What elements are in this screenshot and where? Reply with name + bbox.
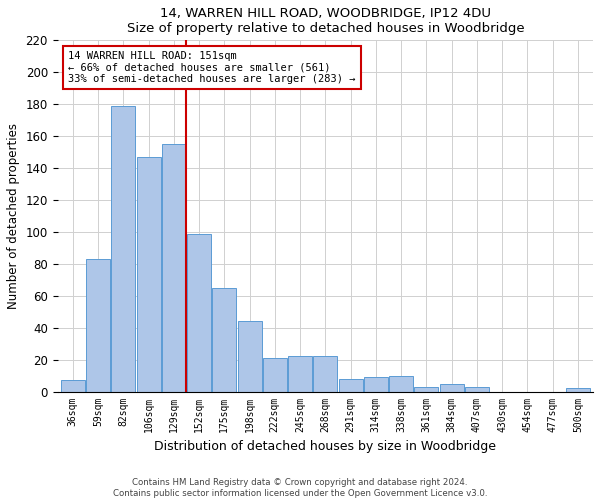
Text: 14 WARREN HILL ROAD: 151sqm
← 66% of detached houses are smaller (561)
33% of se: 14 WARREN HILL ROAD: 151sqm ← 66% of det…	[68, 51, 356, 84]
Bar	[364, 377, 388, 392]
Bar	[187, 234, 211, 392]
Bar	[212, 288, 236, 392]
Bar	[313, 356, 337, 392]
X-axis label: Distribution of detached houses by size in Woodbridge: Distribution of detached houses by size …	[154, 440, 496, 453]
Bar	[288, 356, 312, 392]
Bar	[440, 384, 464, 392]
Bar	[389, 376, 413, 392]
Text: Contains HM Land Registry data © Crown copyright and database right 2024.
Contai: Contains HM Land Registry data © Crown c…	[113, 478, 487, 498]
Title: 14, WARREN HILL ROAD, WOODBRIDGE, IP12 4DU
Size of property relative to detached: 14, WARREN HILL ROAD, WOODBRIDGE, IP12 4…	[127, 7, 524, 35]
Bar	[415, 387, 439, 392]
Bar	[86, 259, 110, 392]
Bar	[263, 358, 287, 392]
Bar	[338, 379, 362, 392]
Bar	[61, 380, 85, 392]
Bar	[162, 144, 186, 392]
Bar	[111, 106, 135, 392]
Bar	[238, 322, 262, 392]
Bar	[137, 157, 161, 392]
Bar	[465, 387, 489, 392]
Bar	[566, 388, 590, 392]
Y-axis label: Number of detached properties: Number of detached properties	[7, 123, 20, 309]
